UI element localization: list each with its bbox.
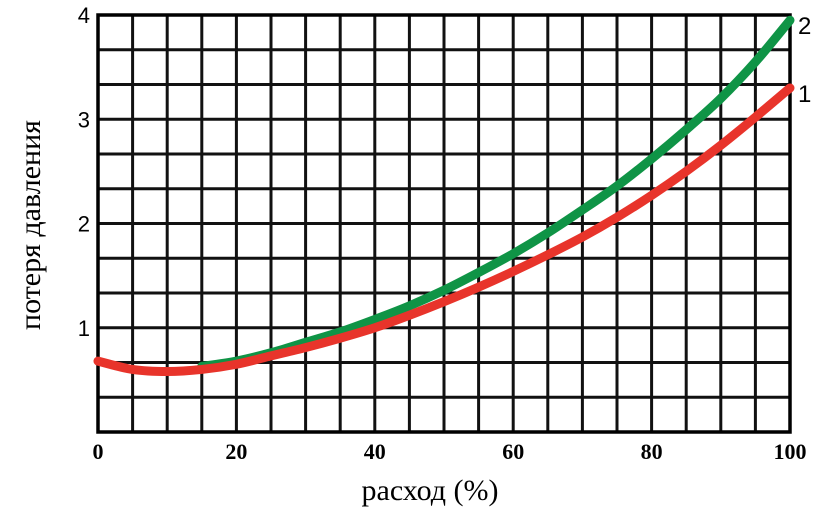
y-axis-ticks: 1 2 3 4 xyxy=(78,3,90,341)
x-tick-label: 40 xyxy=(364,439,386,464)
x-axis-ticks: 0 20 40 60 80 100 xyxy=(93,439,807,464)
x-tick-label: 20 xyxy=(225,439,247,464)
chart-series xyxy=(93,15,795,377)
plot-frame xyxy=(96,13,792,434)
y-tick-label: 2 xyxy=(78,212,90,237)
series-line-2 xyxy=(197,15,795,371)
x-axis-label: расход (%) xyxy=(362,474,499,507)
series-label-2: 2 xyxy=(798,13,811,40)
chart-grid xyxy=(96,13,792,434)
y-axis-label: потеря давления xyxy=(14,120,47,330)
x-tick-label: 60 xyxy=(502,439,524,464)
series-labels: 12 xyxy=(798,13,811,108)
x-tick-label: 100 xyxy=(774,439,807,464)
y-tick-label: 3 xyxy=(78,107,90,132)
series-line-1 xyxy=(93,83,795,377)
y-tick-label: 1 xyxy=(78,316,90,341)
series-label-1: 1 xyxy=(798,81,811,108)
x-tick-label: 80 xyxy=(641,439,663,464)
y-tick-label: 4 xyxy=(78,3,90,28)
x-tick-label: 0 xyxy=(93,439,104,464)
